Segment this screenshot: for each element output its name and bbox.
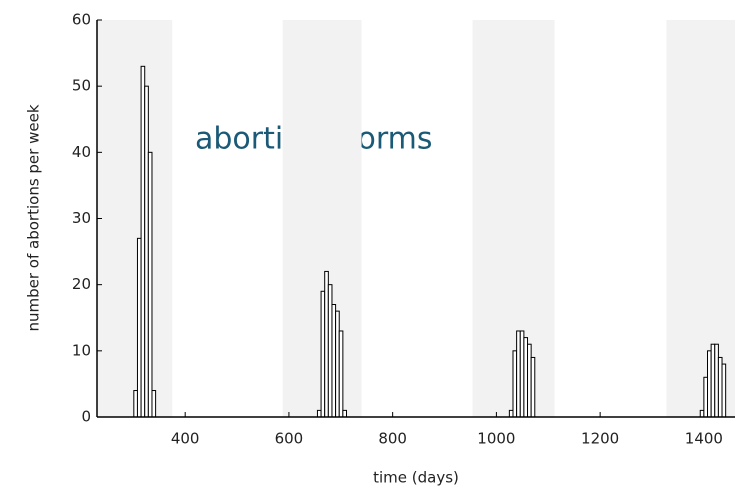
bar	[335, 310, 340, 418]
bar	[151, 390, 157, 418]
x-tick-label: 1200	[581, 430, 619, 448]
x-tick-label: 1000	[477, 430, 515, 448]
bar	[133, 390, 138, 418]
y-tick-label: 40	[72, 143, 91, 161]
y-tick-label: 0	[81, 408, 91, 426]
bar	[703, 376, 709, 418]
bar	[721, 363, 727, 418]
bar	[324, 270, 329, 418]
y-axis-label: number of abortions per week	[25, 104, 43, 331]
bar	[527, 343, 532, 418]
y-tick-label: 60	[72, 11, 91, 29]
shaded-band	[97, 20, 173, 417]
x-tick-label: 600	[275, 430, 304, 448]
bar	[136, 237, 142, 418]
y-tick-label: 50	[72, 77, 91, 95]
x-tick-label: 800	[378, 430, 407, 448]
y-tick-label: 10	[72, 341, 91, 359]
bar	[338, 330, 344, 418]
bar	[316, 409, 322, 418]
bar	[331, 304, 337, 418]
bar	[530, 356, 536, 418]
x-tick-label: 1400	[685, 430, 723, 448]
bar	[512, 350, 518, 418]
bar	[699, 409, 705, 418]
bar	[327, 284, 333, 418]
x-tick-label: 400	[171, 430, 200, 448]
bar	[710, 343, 716, 418]
bar	[516, 330, 521, 418]
bar	[519, 330, 525, 418]
bar	[707, 350, 712, 418]
bar	[508, 409, 514, 418]
x-axis-label: time (days)	[373, 469, 459, 487]
bar	[342, 409, 347, 418]
bar	[147, 151, 153, 418]
bar	[144, 85, 149, 418]
bar	[320, 290, 326, 418]
bar	[140, 65, 146, 418]
y-tick-label: 30	[72, 209, 91, 227]
y-tick-label: 20	[72, 275, 91, 293]
shaded-band	[666, 20, 735, 417]
bar	[717, 356, 723, 418]
bar	[523, 337, 529, 418]
bar	[714, 343, 719, 418]
